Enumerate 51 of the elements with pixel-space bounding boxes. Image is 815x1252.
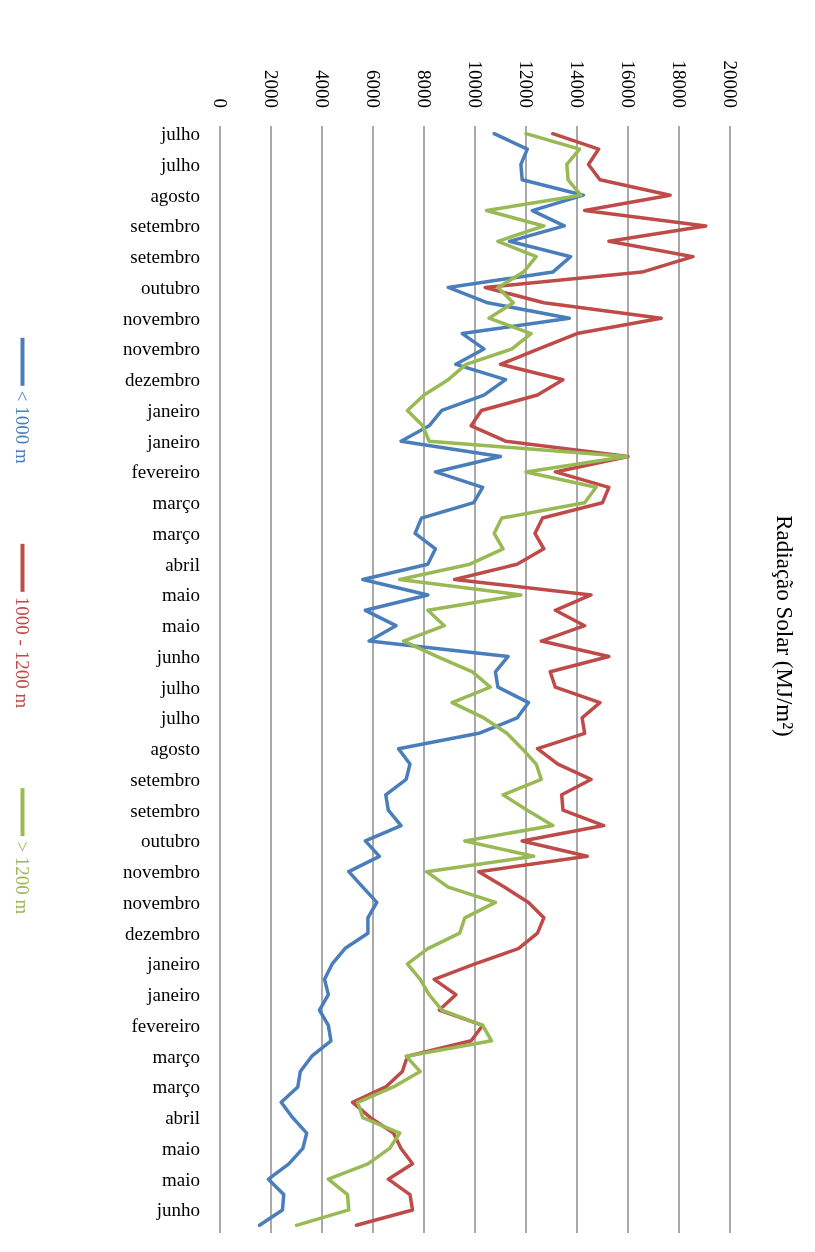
y-tick-label: novembro [122,307,200,329]
text: 1000 - 1200 m [12,596,33,709]
x-tick-label: 6000 [362,70,384,108]
y-tick-label: março [152,1045,200,1067]
y-tick-label: julho [159,123,200,145]
x-tick-label: 18000 [668,60,690,108]
y-tick-label: abril [165,1107,200,1129]
y-tick-label: junho [155,645,200,667]
x-tick-label: 12000 [515,60,537,108]
y-tick-label: outubro [140,276,200,298]
y-tick-label: junho [155,1199,200,1221]
y-tick-label: maio [162,1168,200,1190]
y-tick-label: novembro [122,861,200,883]
y-tick-label: janeiro [146,430,200,452]
y-tick-label: setembro [130,215,200,237]
y-tick-label: setembro [130,246,200,268]
y-tick-label: maio [162,615,200,637]
text: Radiação Solar (MJ/m²) [772,515,797,737]
y-tick-label: outubro [140,830,200,852]
y-tick-label: julho [159,707,200,729]
y-tick-label: maio [162,1137,200,1159]
y-tick-label: agosto [150,738,200,760]
y-tick-label: março [152,492,200,514]
y-tick-label: setembro [130,799,200,821]
y-tick-label: março [152,1076,200,1098]
y-tick-label: maio [162,584,200,606]
y-tick-label: janeiro [146,984,200,1006]
x-tick-label: 16000 [617,60,639,108]
y-tick-label: janeiro [146,953,200,975]
x-tick-label: 0 [209,98,231,108]
y-tick-label: fevereiro [131,1014,200,1036]
y-tick-label: fevereiro [131,461,200,483]
y-tick-label: novembro [122,891,200,913]
x-tick-label: 4000 [311,70,333,108]
x-tick-label: 8000 [413,70,435,108]
x-tick-label: 20000 [719,60,741,108]
x-tick-label: 14000 [566,60,588,108]
text: < 1000 m [12,390,33,465]
text: > 1200 m [12,841,33,915]
y-tick-label: janeiro [146,399,200,421]
x-tick-label: 10000 [464,60,486,108]
y-tick-label: novembro [122,338,200,360]
y-tick-label: abril [165,553,200,575]
y-tick-label: dezembro [125,922,200,944]
y-tick-label: agosto [150,184,200,206]
y-tick-label: setembro [130,768,200,790]
y-tick-label: março [152,522,200,544]
x-tick-label: 2000 [260,70,282,108]
y-tick-label: dezembro [125,369,200,391]
y-tick-label: julho [159,676,200,698]
y-tick-label: julho [159,153,200,175]
